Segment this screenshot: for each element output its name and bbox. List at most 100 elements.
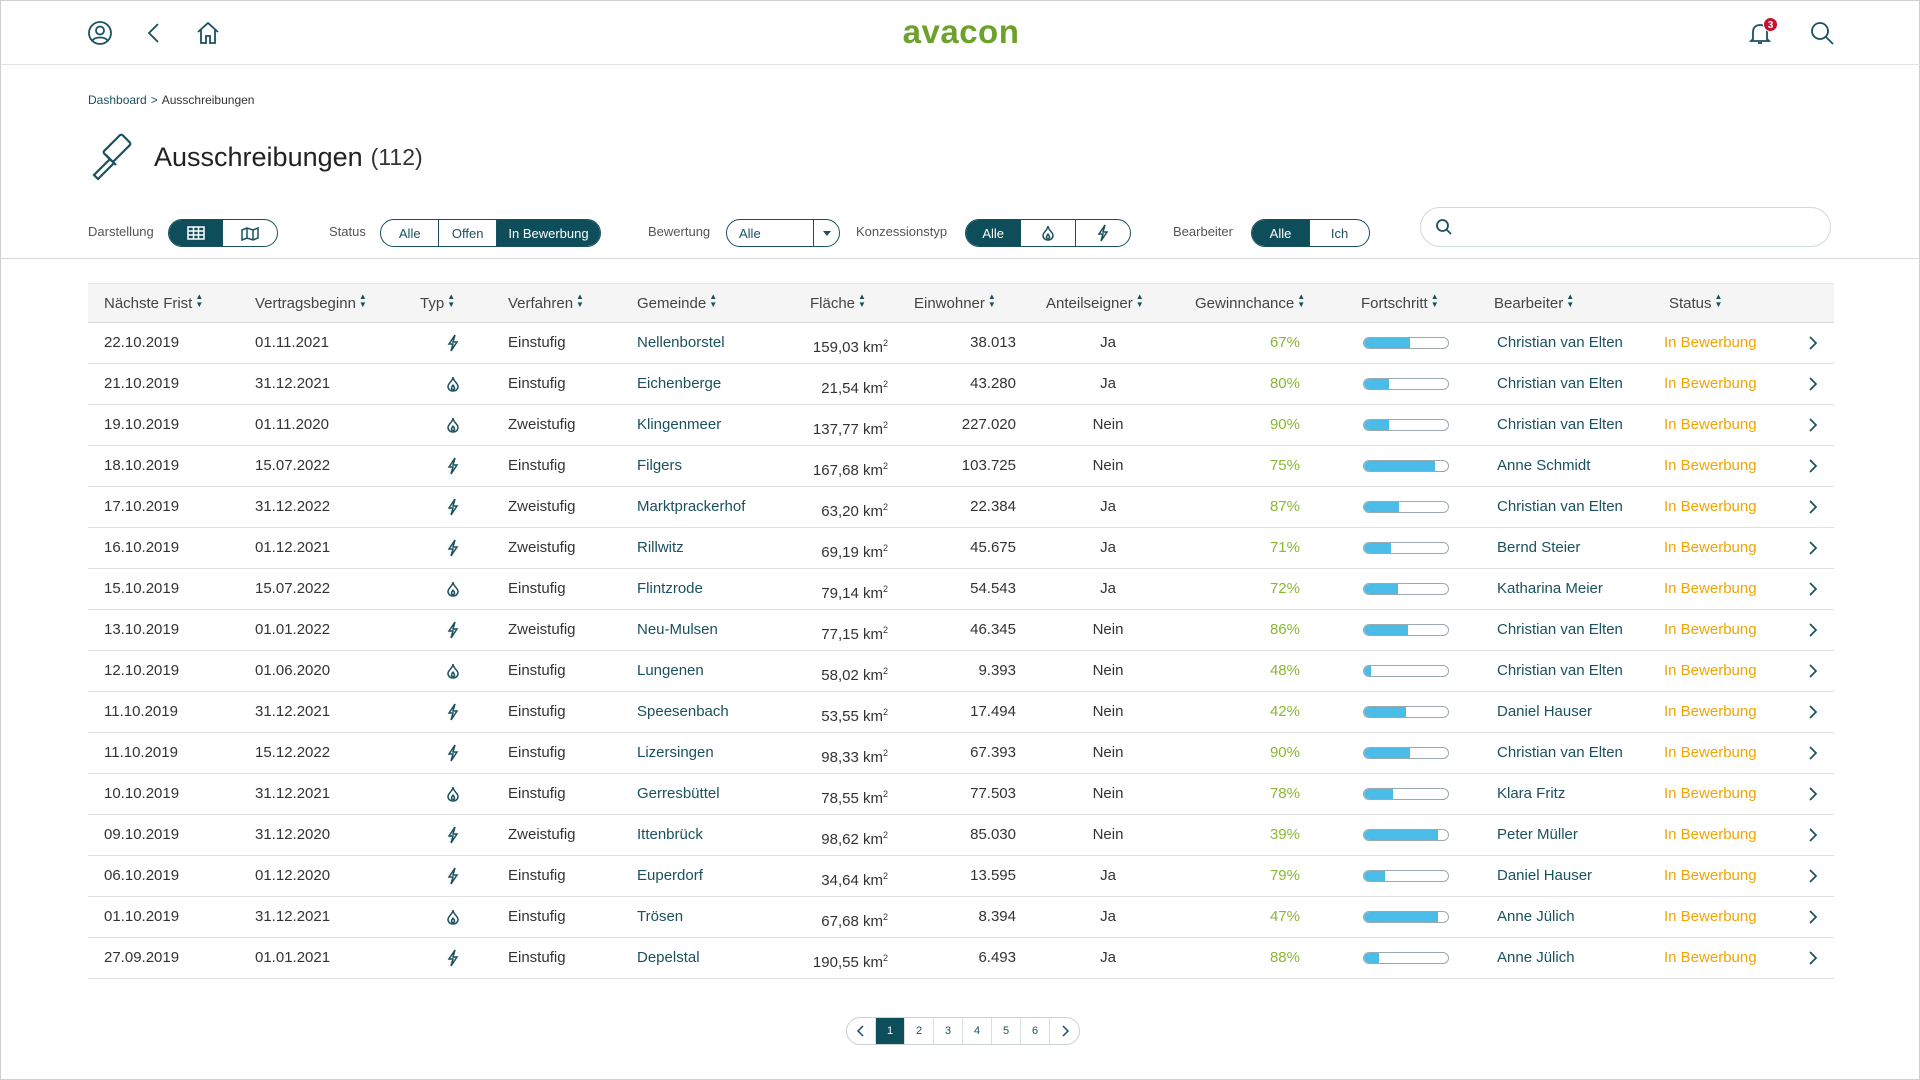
- cell-gemeinde[interactable]: Trösen: [637, 908, 684, 925]
- map-view-button[interactable]: [223, 220, 277, 246]
- bewertung-select[interactable]: Alle: [726, 219, 840, 247]
- konzession-option-alle[interactable]: Alle: [966, 220, 1022, 246]
- cell-gemeinde[interactable]: Filgers: [637, 457, 683, 474]
- cell-bearbeiter[interactable]: Christian van Elten: [1497, 662, 1623, 679]
- cell-bearbeiter[interactable]: Daniel Hauser: [1497, 703, 1593, 720]
- home-icon[interactable]: [190, 15, 226, 51]
- table-row[interactable]: 16.10.2019 01.12.2021 Zweistufig Rillwitz 69…: [88, 528, 1834, 569]
- table-row[interactable]: 06.10.2019 01.12.2020 Einstufig Euperdorf 34…: [88, 856, 1834, 897]
- row-open-button[interactable]: [1807, 745, 1819, 766]
- column-header-naechste-frist[interactable]: Nächste Frist ▲ ▼: [104, 292, 204, 313]
- cell-gemeinde[interactable]: Flintzrode: [637, 580, 703, 597]
- search-input[interactable]: [1463, 219, 1830, 235]
- column-header-anteilseigner[interactable]: Anteilseigner ▲ ▼: [1046, 292, 1144, 313]
- notifications-icon[interactable]: 3: [1742, 15, 1778, 51]
- cell-gemeinde[interactable]: Ittenbrück: [637, 826, 703, 843]
- cell-bearbeiter[interactable]: Katharina Meier: [1497, 580, 1603, 597]
- table-row[interactable]: 18.10.2019 15.07.2022 Einstufig Filgers 167,…: [88, 446, 1834, 487]
- cell-bearbeiter[interactable]: Anne Jülich: [1497, 908, 1575, 925]
- row-open-button[interactable]: [1807, 622, 1819, 643]
- bearbeiter-option-alle[interactable]: Alle: [1252, 220, 1311, 246]
- table-row[interactable]: 21.10.2019 31.12.2021 Einstufig Eichenberge…: [88, 364, 1834, 405]
- cell-bearbeiter[interactable]: Christian van Elten: [1497, 334, 1623, 351]
- cell-bearbeiter[interactable]: Anne Jülich: [1497, 949, 1575, 966]
- cell-bearbeiter[interactable]: Daniel Hauser: [1497, 867, 1593, 884]
- table-row[interactable]: 11.10.2019 31.12.2021 Einstufig Speesenbach…: [88, 692, 1834, 733]
- table-row[interactable]: 17.10.2019 31.12.2022 Zweistufig Marktprack…: [88, 487, 1834, 528]
- row-open-button[interactable]: [1807, 663, 1819, 684]
- column-header-vertragsbeginn[interactable]: Vertragsbeginn ▲ ▼: [255, 292, 367, 313]
- cell-gemeinde[interactable]: Euperdorf: [637, 867, 703, 884]
- status-option-in-bewerbung[interactable]: In Bewerbung: [496, 220, 600, 246]
- cell-gemeinde[interactable]: Lizersingen: [637, 744, 714, 761]
- cell-bearbeiter[interactable]: Christian van Elten: [1497, 416, 1623, 433]
- pagination-page-2[interactable]: 2: [905, 1018, 934, 1044]
- row-open-button[interactable]: [1807, 417, 1819, 438]
- table-row[interactable]: 22.10.2019 01.11.2021 Einstufig Nellenborst…: [88, 323, 1834, 364]
- cell-gemeinde[interactable]: Rillwitz: [637, 539, 684, 556]
- status-option-offen[interactable]: Offen: [439, 220, 497, 246]
- konzession-option-gas[interactable]: [1021, 220, 1076, 246]
- cell-bearbeiter[interactable]: Christian van Elten: [1497, 744, 1623, 761]
- table-row[interactable]: 12.10.2019 01.06.2020 Einstufig Lungenen 58,…: [88, 651, 1834, 692]
- table-row[interactable]: 19.10.2019 01.11.2020 Zweistufig Klingenmee…: [88, 405, 1834, 446]
- row-open-button[interactable]: [1807, 868, 1819, 889]
- column-header-typ[interactable]: Typ ▲ ▼: [420, 292, 456, 313]
- row-open-button[interactable]: [1807, 704, 1819, 725]
- cell-gemeinde[interactable]: Eichenberge: [637, 375, 722, 392]
- cell-gemeinde[interactable]: Gerresbüttel: [637, 785, 720, 802]
- pagination-page-4[interactable]: 4: [963, 1018, 992, 1044]
- pagination-page-6[interactable]: 6: [1021, 1018, 1050, 1044]
- cell-gemeinde[interactable]: Klingenmeer: [637, 416, 722, 433]
- column-header-gemeinde[interactable]: Gemeinde ▲ ▼: [637, 292, 718, 313]
- row-open-button[interactable]: [1807, 376, 1819, 397]
- row-open-button[interactable]: [1807, 458, 1819, 479]
- column-header-status[interactable]: Status ▲ ▼: [1669, 292, 1723, 313]
- profile-icon[interactable]: [82, 15, 118, 51]
- column-header-gewinnchance[interactable]: Gewinnchance ▲ ▼: [1195, 292, 1306, 313]
- pagination-page-5[interactable]: 5: [992, 1018, 1021, 1044]
- table-row[interactable]: 13.10.2019 01.01.2022 Zweistufig Neu-Mulsen…: [88, 610, 1834, 651]
- column-header-einwohner[interactable]: Einwohner ▲ ▼: [914, 292, 996, 313]
- cell-bearbeiter[interactable]: Bernd Steier: [1497, 539, 1581, 556]
- cell-bearbeiter[interactable]: Christian van Elten: [1497, 498, 1623, 515]
- pagination-page-3[interactable]: 3: [934, 1018, 963, 1044]
- table-view-button[interactable]: [169, 220, 224, 246]
- cell-gemeinde[interactable]: Marktprackerhof: [637, 498, 746, 515]
- cell-gemeinde[interactable]: Speesenbach: [637, 703, 729, 720]
- cell-bearbeiter[interactable]: Christian van Elten: [1497, 621, 1623, 638]
- row-open-button[interactable]: [1807, 335, 1819, 356]
- table-row[interactable]: 10.10.2019 31.12.2021 Einstufig Gerresbütte…: [88, 774, 1834, 815]
- row-open-button[interactable]: [1807, 909, 1819, 930]
- cell-gemeinde[interactable]: Nellenborstel: [637, 334, 725, 351]
- bearbeiter-option-ich[interactable]: Ich: [1330, 225, 1349, 241]
- row-open-button[interactable]: [1807, 540, 1819, 561]
- konzession-option-strom[interactable]: [1076, 220, 1130, 246]
- row-open-button[interactable]: [1807, 950, 1819, 971]
- row-open-button[interactable]: [1807, 499, 1819, 520]
- table-row[interactable]: 01.10.2019 31.12.2021 Einstufig Trösen 67,68…: [88, 897, 1834, 938]
- column-header-verfahren[interactable]: Verfahren ▲ ▼: [508, 292, 584, 313]
- column-header-flaeche[interactable]: Fläche ▲ ▼: [810, 292, 866, 313]
- back-icon[interactable]: [136, 15, 172, 51]
- pagination-next-button[interactable]: [1050, 1018, 1079, 1044]
- pagination-page-1[interactable]: 1: [876, 1018, 905, 1044]
- cell-bearbeiter[interactable]: Klara Fritz: [1497, 785, 1566, 802]
- cell-gemeinde[interactable]: Lungenen: [637, 662, 704, 679]
- column-header-fortschritt[interactable]: Fortschritt ▲ ▼: [1361, 292, 1439, 313]
- table-row[interactable]: 11.10.2019 15.12.2022 Einstufig Lizersingen…: [88, 733, 1834, 774]
- pagination-prev-button[interactable]: [847, 1018, 876, 1044]
- cell-bearbeiter[interactable]: Peter Müller: [1497, 826, 1578, 843]
- status-option-alle[interactable]: Alle: [381, 220, 440, 246]
- search-icon[interactable]: [1804, 15, 1840, 51]
- cell-gemeinde[interactable]: Neu-Mulsen: [637, 621, 718, 638]
- row-open-button[interactable]: [1807, 827, 1819, 848]
- cell-gemeinde[interactable]: Depelstal: [637, 949, 700, 966]
- row-open-button[interactable]: [1807, 786, 1819, 807]
- breadcrumb-dashboard[interactable]: Dashboard: [88, 93, 147, 107]
- table-row[interactable]: 09.10.2019 31.12.2020 Zweistufig Ittenbrück…: [88, 815, 1834, 856]
- row-open-button[interactable]: [1807, 581, 1819, 602]
- table-row[interactable]: 15.10.2019 15.07.2022 Einstufig Flintzrode 7…: [88, 569, 1834, 610]
- cell-bearbeiter[interactable]: Anne Schmidt: [1497, 457, 1591, 474]
- cell-bearbeiter[interactable]: Christian van Elten: [1497, 375, 1623, 392]
